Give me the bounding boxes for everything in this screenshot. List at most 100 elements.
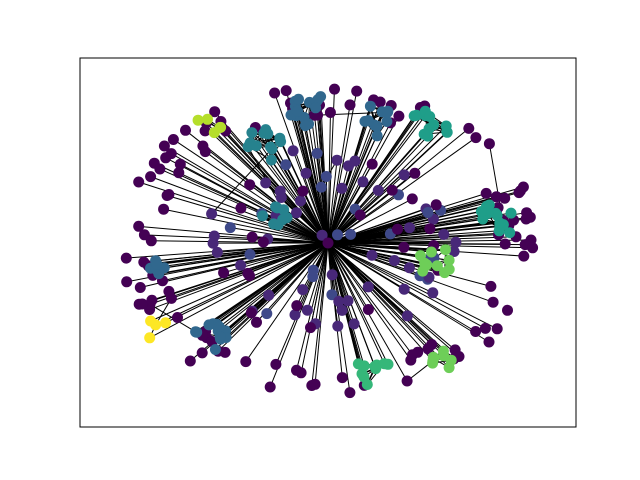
node <box>224 222 236 234</box>
node <box>214 331 226 343</box>
edge <box>327 160 338 244</box>
node <box>218 267 230 279</box>
node <box>281 212 293 224</box>
node <box>324 107 336 118</box>
node <box>382 106 393 118</box>
node <box>332 229 343 241</box>
node <box>411 109 423 121</box>
node <box>326 289 338 301</box>
node <box>251 316 262 328</box>
edge <box>211 148 273 215</box>
nodes <box>120 83 539 399</box>
node <box>403 262 415 274</box>
edge <box>327 131 448 244</box>
node <box>381 116 393 127</box>
node <box>392 223 403 235</box>
node <box>133 176 145 188</box>
node <box>209 344 221 355</box>
node <box>133 220 145 232</box>
edge <box>171 153 329 244</box>
node <box>260 177 272 189</box>
node <box>333 295 345 307</box>
node <box>274 185 286 197</box>
node <box>180 124 191 136</box>
node <box>136 298 148 310</box>
node <box>293 93 304 105</box>
node <box>450 236 462 248</box>
edge <box>274 92 329 244</box>
node <box>475 206 487 217</box>
node <box>463 122 475 134</box>
node <box>309 378 321 390</box>
edge <box>247 242 329 274</box>
node <box>348 318 360 330</box>
node <box>134 282 146 293</box>
node <box>202 113 213 125</box>
node <box>485 280 497 292</box>
node <box>289 309 301 321</box>
node <box>246 231 258 243</box>
node <box>364 100 376 112</box>
node <box>345 228 357 240</box>
edge <box>327 242 385 364</box>
node <box>158 140 170 152</box>
node <box>362 281 374 293</box>
edge <box>327 125 447 244</box>
edge <box>263 241 329 244</box>
node <box>214 122 226 133</box>
node <box>372 184 384 196</box>
node <box>299 120 311 132</box>
edge <box>245 242 329 362</box>
node <box>192 114 204 126</box>
node <box>499 238 511 250</box>
edge <box>327 242 412 361</box>
node <box>409 167 421 179</box>
node <box>167 134 179 145</box>
edge <box>327 242 434 362</box>
node <box>145 171 157 183</box>
node <box>261 308 273 320</box>
edge <box>150 242 329 322</box>
node <box>297 185 309 197</box>
edge <box>296 242 329 371</box>
node <box>260 124 272 136</box>
edge <box>217 242 329 332</box>
edge <box>158 242 329 275</box>
node <box>336 372 348 384</box>
node <box>480 187 492 199</box>
node <box>502 304 513 316</box>
node <box>336 182 348 194</box>
axes-frame <box>79 57 577 428</box>
edge <box>164 145 329 244</box>
node <box>431 260 443 272</box>
edge <box>327 212 429 244</box>
node <box>527 242 539 254</box>
node <box>398 241 410 253</box>
node <box>174 158 186 170</box>
node <box>245 307 257 319</box>
node <box>343 160 354 172</box>
node <box>441 126 453 138</box>
edge <box>219 242 329 338</box>
node <box>479 322 491 334</box>
node <box>361 379 373 390</box>
node <box>422 343 434 355</box>
node <box>310 102 322 114</box>
node <box>322 237 334 249</box>
node <box>352 358 364 370</box>
edge <box>327 242 446 251</box>
node <box>366 249 378 261</box>
node <box>146 294 158 306</box>
node <box>160 317 171 329</box>
node <box>274 132 286 144</box>
node <box>291 207 302 219</box>
node <box>150 319 162 331</box>
node <box>246 127 258 139</box>
node <box>209 106 221 118</box>
node <box>517 181 529 193</box>
edge <box>290 114 329 244</box>
node <box>483 336 495 348</box>
node <box>428 119 440 131</box>
node <box>427 287 439 299</box>
node <box>371 130 383 142</box>
